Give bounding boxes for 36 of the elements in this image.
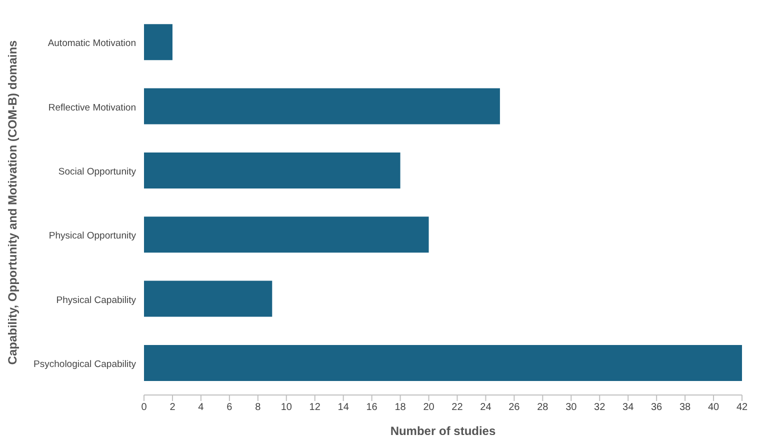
y-tick-label: Psychological Capability (34, 358, 136, 370)
bar (144, 280, 272, 317)
y-tick-label: Physical Capability (56, 294, 136, 306)
y-tick-label: Reflective Motivation (48, 102, 136, 114)
x-tick-label: 36 (651, 402, 663, 414)
bar (144, 216, 429, 253)
x-tick-label: 10 (280, 402, 292, 414)
x-tick-label: 4 (198, 402, 204, 414)
y-tick-label: Social Opportunity (58, 166, 136, 178)
x-tick-label: 26 (508, 402, 520, 414)
x-tick-label: 6 (226, 402, 233, 414)
y-tick-label: Physical Opportunity (48, 230, 136, 242)
x-tick-label: 38 (679, 402, 692, 414)
x-tick-label: 32 (594, 402, 606, 414)
x-tick-label: 34 (622, 402, 634, 414)
bar (144, 24, 172, 60)
x-tick-label: 16 (366, 402, 378, 414)
x-tick-label: 22 (452, 402, 464, 414)
x-tick-label: 28 (537, 402, 549, 414)
x-tick-label: 14 (338, 402, 350, 414)
x-tick-label: 20 (423, 402, 435, 414)
bar (144, 344, 742, 381)
x-axis-title: Number of studies (390, 424, 496, 438)
x-tick-label: 0 (141, 402, 148, 414)
x-tick-label: 12 (309, 402, 321, 414)
bar (144, 88, 500, 124)
x-tick-label: 2 (170, 402, 176, 414)
x-tick-label: 40 (708, 402, 720, 414)
x-tick-label: 8 (255, 402, 262, 414)
y-tick-label: Automatic Motivation (48, 38, 136, 50)
bar (144, 152, 400, 188)
x-tick-label: 42 (736, 402, 748, 414)
x-tick-label: 30 (566, 402, 578, 414)
y-axis-title: Capability, Opportunity and Motivation (COM-B) domains (5, 40, 20, 365)
x-tick-label: 24 (480, 402, 492, 414)
x-tick-label: 18 (394, 402, 406, 414)
